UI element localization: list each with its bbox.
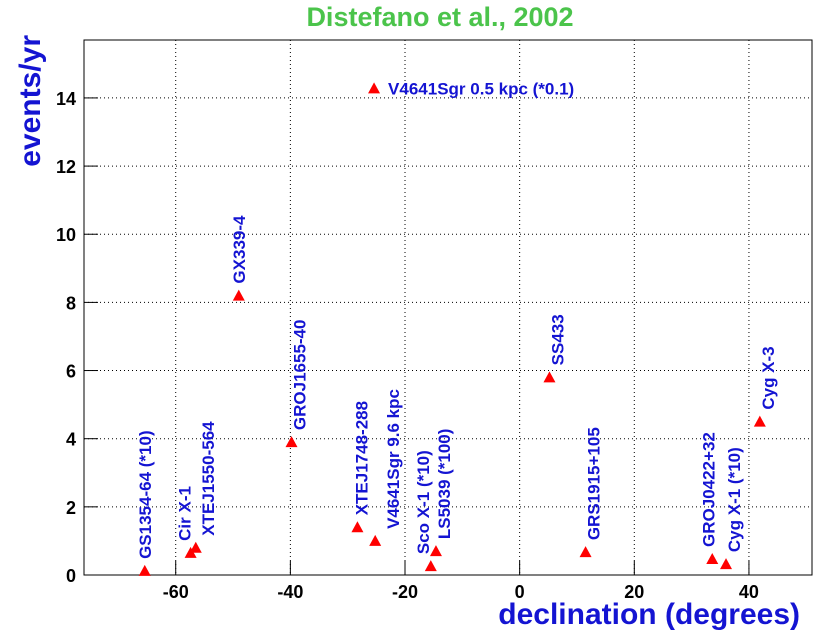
y-tick-label: 8 bbox=[66, 293, 76, 313]
x-tick-label: -20 bbox=[392, 582, 418, 602]
marker bbox=[189, 541, 202, 553]
marker bbox=[543, 371, 556, 383]
marker bbox=[285, 436, 298, 448]
x-tick-label: 20 bbox=[624, 582, 644, 602]
x-tick-label: 40 bbox=[739, 582, 759, 602]
point-label: GROJ1655-40 bbox=[291, 320, 310, 431]
point-label: XTEJ1748-288 bbox=[352, 401, 371, 515]
marker bbox=[753, 415, 766, 427]
y-tick-label: 6 bbox=[66, 362, 76, 382]
x-axis-label: declination (degrees) bbox=[498, 598, 800, 631]
point-label: Cyg X-1 (*10) bbox=[725, 447, 744, 552]
marker bbox=[720, 558, 733, 570]
y-tick-label: 4 bbox=[66, 430, 76, 450]
marker bbox=[351, 521, 364, 533]
y-tick-label: 14 bbox=[56, 89, 76, 109]
x-tick-label: -60 bbox=[163, 582, 189, 602]
point-label: GROJ0422+32 bbox=[699, 432, 718, 547]
x-tick-label: 0 bbox=[515, 582, 525, 602]
point-label: XTEJ1550-564 bbox=[199, 421, 218, 536]
marker bbox=[429, 545, 442, 557]
marker bbox=[706, 552, 719, 564]
point-label: SS433 bbox=[548, 314, 567, 365]
point-label: GRS1915+105 bbox=[585, 427, 604, 540]
y-axis-label: events/yr bbox=[14, 35, 47, 167]
point-label: V4641Sgr 0.5 kpc (*0.1) bbox=[388, 79, 574, 98]
marker bbox=[424, 560, 437, 572]
point-label: LS5039 (*100) bbox=[435, 429, 454, 540]
x-tick-label: -40 bbox=[277, 582, 303, 602]
marker bbox=[369, 534, 382, 546]
point-label: V4641Sgr 9.6 kpc bbox=[384, 389, 403, 529]
marker bbox=[138, 564, 151, 576]
y-tick-label: 2 bbox=[66, 498, 76, 518]
point-label: GS1354-64 (*10) bbox=[136, 430, 155, 559]
point-label: GX339-4 bbox=[230, 215, 249, 284]
point-label: Cir X-1 bbox=[176, 486, 195, 541]
marker bbox=[368, 82, 381, 94]
marker bbox=[579, 546, 592, 558]
marker bbox=[232, 289, 245, 301]
chart-title: Distefano et al., 2002 bbox=[306, 2, 573, 32]
point-label: Cyg X-3 bbox=[759, 346, 778, 409]
point-label: Sco X-1 (*10) bbox=[414, 450, 433, 554]
y-tick-label: 10 bbox=[56, 225, 76, 245]
y-tick-label: 12 bbox=[56, 157, 76, 177]
y-tick-label: 0 bbox=[66, 566, 76, 586]
